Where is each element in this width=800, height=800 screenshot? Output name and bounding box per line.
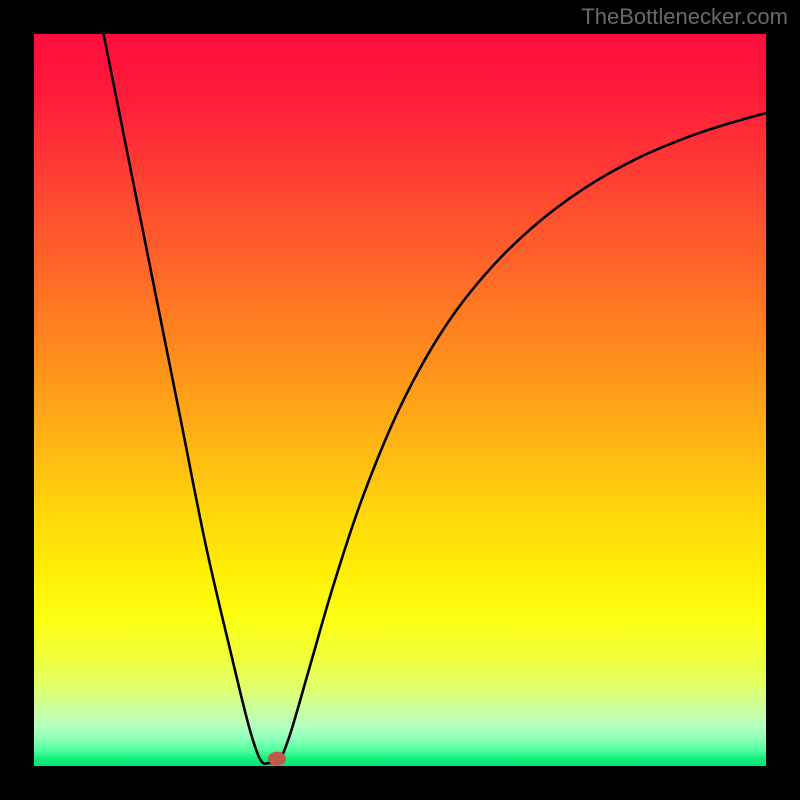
- frame-right: [766, 0, 800, 800]
- optimum-marker: [268, 752, 286, 766]
- frame-bottom: [0, 766, 800, 800]
- gradient-background: [34, 34, 766, 766]
- plot-area: [34, 34, 766, 766]
- frame-left: [0, 0, 34, 800]
- plot-svg: [34, 34, 766, 766]
- chart-root: TheBottlenecker.com: [0, 0, 800, 800]
- watermark-text: TheBottlenecker.com: [581, 4, 788, 30]
